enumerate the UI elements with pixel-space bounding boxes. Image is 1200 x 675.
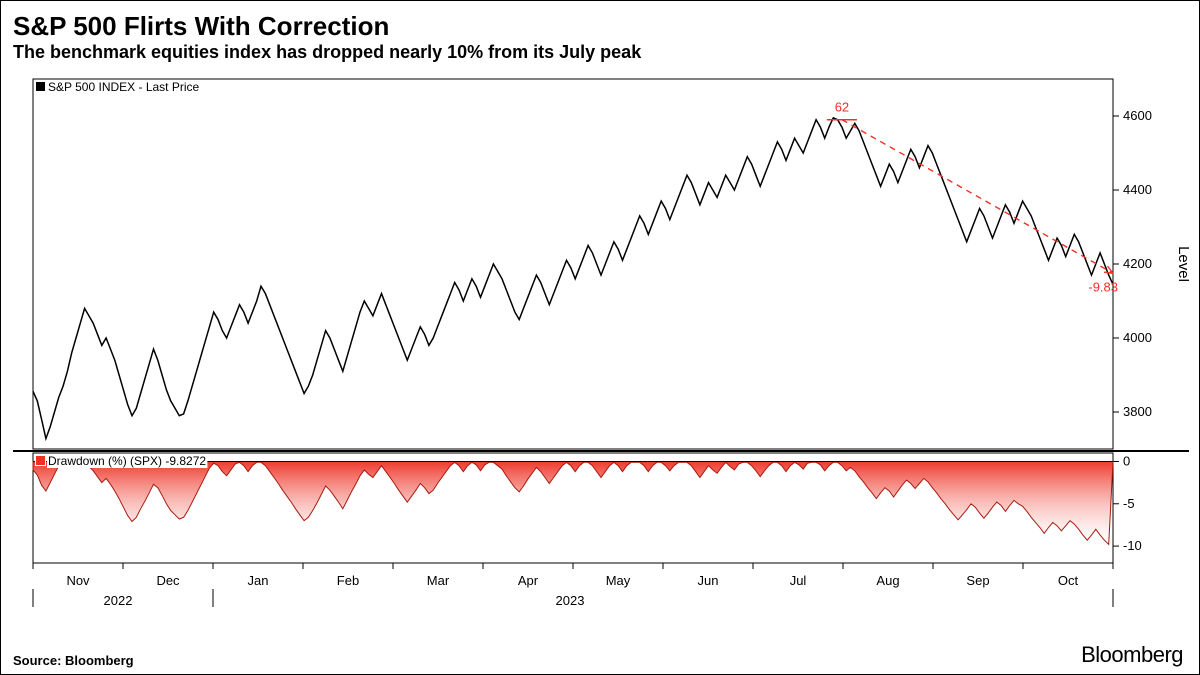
- svg-text:Oct: Oct: [1058, 573, 1079, 588]
- chart-container: S&P 500 Flirts With Correction The bench…: [0, 0, 1200, 675]
- svg-text:Feb: Feb: [337, 573, 359, 588]
- svg-text:Jan: Jan: [248, 573, 269, 588]
- svg-text:Apr: Apr: [518, 573, 539, 588]
- chart-subtitle: The benchmark equities index has dropped…: [1, 42, 1199, 69]
- svg-text:2023: 2023: [556, 593, 585, 608]
- svg-text:4600: 4600: [1123, 108, 1152, 123]
- svg-text:4400: 4400: [1123, 182, 1152, 197]
- svg-text:Nov: Nov: [66, 573, 90, 588]
- svg-text:Jul: Jul: [790, 573, 807, 588]
- svg-text:Aug: Aug: [876, 573, 899, 588]
- source-text: Source: Bloomberg: [13, 653, 134, 668]
- svg-text:4200: 4200: [1123, 256, 1152, 271]
- svg-text:May: May: [606, 573, 631, 588]
- chart-svg: 3800 4000 4200 4400 4600 Level 62 -9.83 S&P 500 …: [13, 71, 1189, 628]
- svg-text:2022: 2022: [104, 593, 133, 608]
- svg-text:4000: 4000: [1123, 330, 1152, 345]
- svg-text:Mar: Mar: [427, 573, 450, 588]
- svg-text:62: 62: [835, 100, 849, 115]
- svg-text:Level: Level: [1175, 246, 1189, 282]
- svg-text:-9.83: -9.83: [1088, 279, 1118, 294]
- svg-text:0: 0: [1123, 453, 1130, 468]
- chart-title: S&P 500 Flirts With Correction: [1, 1, 1199, 42]
- bloomberg-logo: Bloomberg: [1081, 642, 1183, 668]
- svg-text:S&P 500 INDEX - Last Price: S&P 500 INDEX - Last Price: [48, 80, 200, 94]
- svg-text:Sep: Sep: [966, 573, 989, 588]
- svg-text:Drawdown (%) (SPX) -9.8272: Drawdown (%) (SPX) -9.8272: [48, 454, 206, 468]
- svg-text:Dec: Dec: [156, 573, 180, 588]
- svg-text:-10: -10: [1123, 538, 1142, 553]
- chart-area: 3800 4000 4200 4400 4600 Level 62 -9.83 S&P 500 …: [13, 71, 1187, 626]
- svg-text:Jun: Jun: [698, 573, 719, 588]
- svg-text:3800: 3800: [1123, 404, 1152, 419]
- svg-text:-5: -5: [1123, 496, 1135, 511]
